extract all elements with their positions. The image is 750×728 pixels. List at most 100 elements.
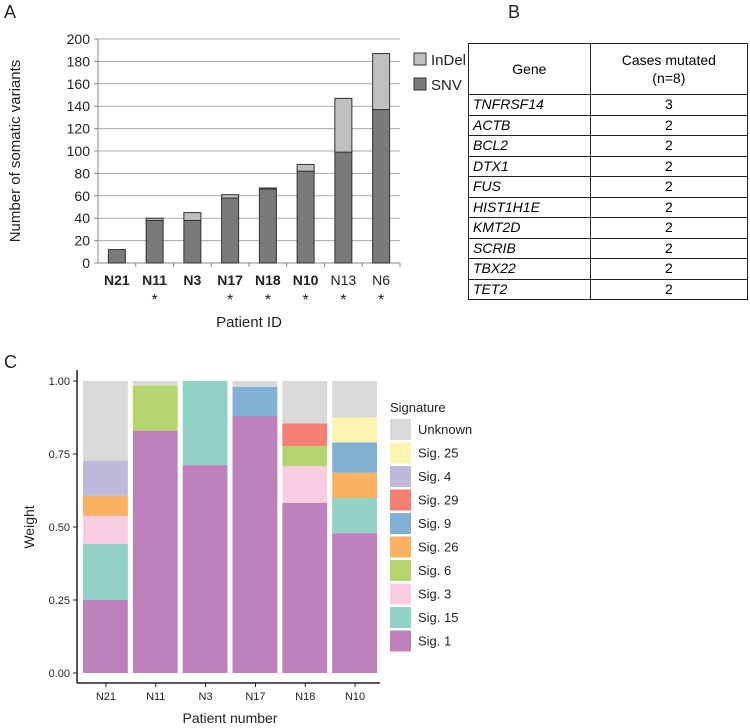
bar-unknown [332,381,377,418]
table-row: TBX22 2 [468,258,749,280]
x-tick-label: N21 [104,272,130,288]
bar-sig-3 [282,465,328,503]
gene-cell: TNFRSF14 [468,94,591,116]
legend-label: Sig. 29 [418,493,458,508]
bar-sig-29 [282,423,328,447]
y-tick-label: 1.00 [49,376,70,388]
bar-indel [296,163,315,172]
x-axis-title: Patient ID [216,314,282,331]
gene-cell: HIST1H1E [468,196,591,218]
panel-c-label: C [4,352,17,372]
bar-sig-15 [83,543,128,600]
table-row: FUS 2 [468,176,749,198]
cases-cell: 3 [589,94,749,116]
header-gene: Gene [468,43,591,95]
cases-cell: 2 [589,196,749,218]
bar-unknown [83,381,128,462]
table-row: KMT2D 2 [468,217,749,239]
y-tick-label: 0.25 [49,595,70,607]
legend-label: Sig. 3 [418,587,451,602]
bar-snv [296,170,315,264]
legend-swatch [390,489,411,511]
bar-indel [183,212,202,221]
significance-asterisk: * [265,292,271,309]
bar-snv [107,249,126,264]
bar-sig-1 [282,502,328,673]
gene-cell: FUS [468,176,591,198]
legend-swatch [390,513,411,534]
x-tick-label: N10 [345,691,365,703]
bar-snv [221,197,240,264]
table-row: SCRIB 2 [468,237,749,259]
gene-cell: KMT2D [468,217,591,239]
y-tick-label: 100 [67,143,91,159]
y-tick-label: 40 [74,210,90,226]
legend-swatch [390,419,411,440]
bar-snv [334,151,353,264]
legend-swatch [390,536,411,558]
panel-a-label: A [4,2,17,22]
legend-swatch-snv [413,77,427,91]
y-tick-label: 140 [67,98,91,114]
legend-label: Sig. 9 [418,516,451,531]
table-row: BCL2 2 [468,135,749,157]
y-axis-title: Number of somatic variants [7,60,24,243]
x-tick-label: N3 [199,691,213,703]
cases-cell: 2 [589,114,749,136]
bar-sig-15 [182,381,228,466]
significance-asterisk: * [340,292,346,309]
bar-sig-25 [332,417,377,443]
bar-sig-6 [282,446,328,466]
x-tick-label: N3 [183,272,201,288]
bar-sig-3 [83,515,128,544]
legend-label: SNV [431,77,462,94]
x-tick-label: N6 [372,272,390,288]
y-tick-label: 0.50 [49,522,70,534]
bar-sig-9 [232,386,278,417]
bar-snv [145,219,164,264]
significance-asterisk: * [378,292,384,309]
cases-cell: 2 [589,176,749,198]
bar-indel [221,194,240,199]
bar-snv [258,188,277,264]
legend-swatch [390,442,411,464]
bar-indel [145,217,164,221]
legend-swatch [390,466,411,487]
table-row: HIST1H1E 2 [468,196,749,218]
bar-sig-9 [332,442,377,473]
bar-indel [334,97,353,153]
table-row: DTX1 2 [468,155,749,177]
y-tick-label: 180 [67,53,91,69]
bar-snv [183,219,202,264]
legend-label: Sig. 1 [418,634,451,649]
x-tick-label: N18 [295,691,315,703]
y-tick-label: 60 [74,188,90,204]
bar-sig-6 [132,385,178,431]
bar-sig-26 [332,472,377,499]
cases-cell: 2 [589,278,749,300]
bar-sig-1 [182,465,228,673]
bar-sig-26 [83,495,128,516]
bar-unknown [282,381,328,424]
table-row: TET2 2 [468,278,749,300]
legend-swatch [390,630,411,652]
x-tick-label: N11 [142,272,167,288]
gene-cell: BCL2 [468,135,591,157]
x-axis-title: Patient number [183,710,278,726]
cases-cell: 2 [589,258,749,280]
x-tick-label: N17 [245,691,265,703]
legend-label: Sig. 6 [418,563,451,578]
legend-label: InDel [431,52,466,69]
legend-swatch [390,560,411,581]
cases-cell: 2 [589,217,749,239]
gene-cell: SCRIB [468,237,591,259]
bar-sig-1 [132,430,178,673]
bar-unknown [132,381,178,386]
bar-sig-1 [232,416,278,673]
gene-cell: TBX22 [468,258,591,280]
bar-unknown [232,381,278,387]
bar-indel [372,53,391,111]
y-tick-label: 200 [67,31,91,47]
